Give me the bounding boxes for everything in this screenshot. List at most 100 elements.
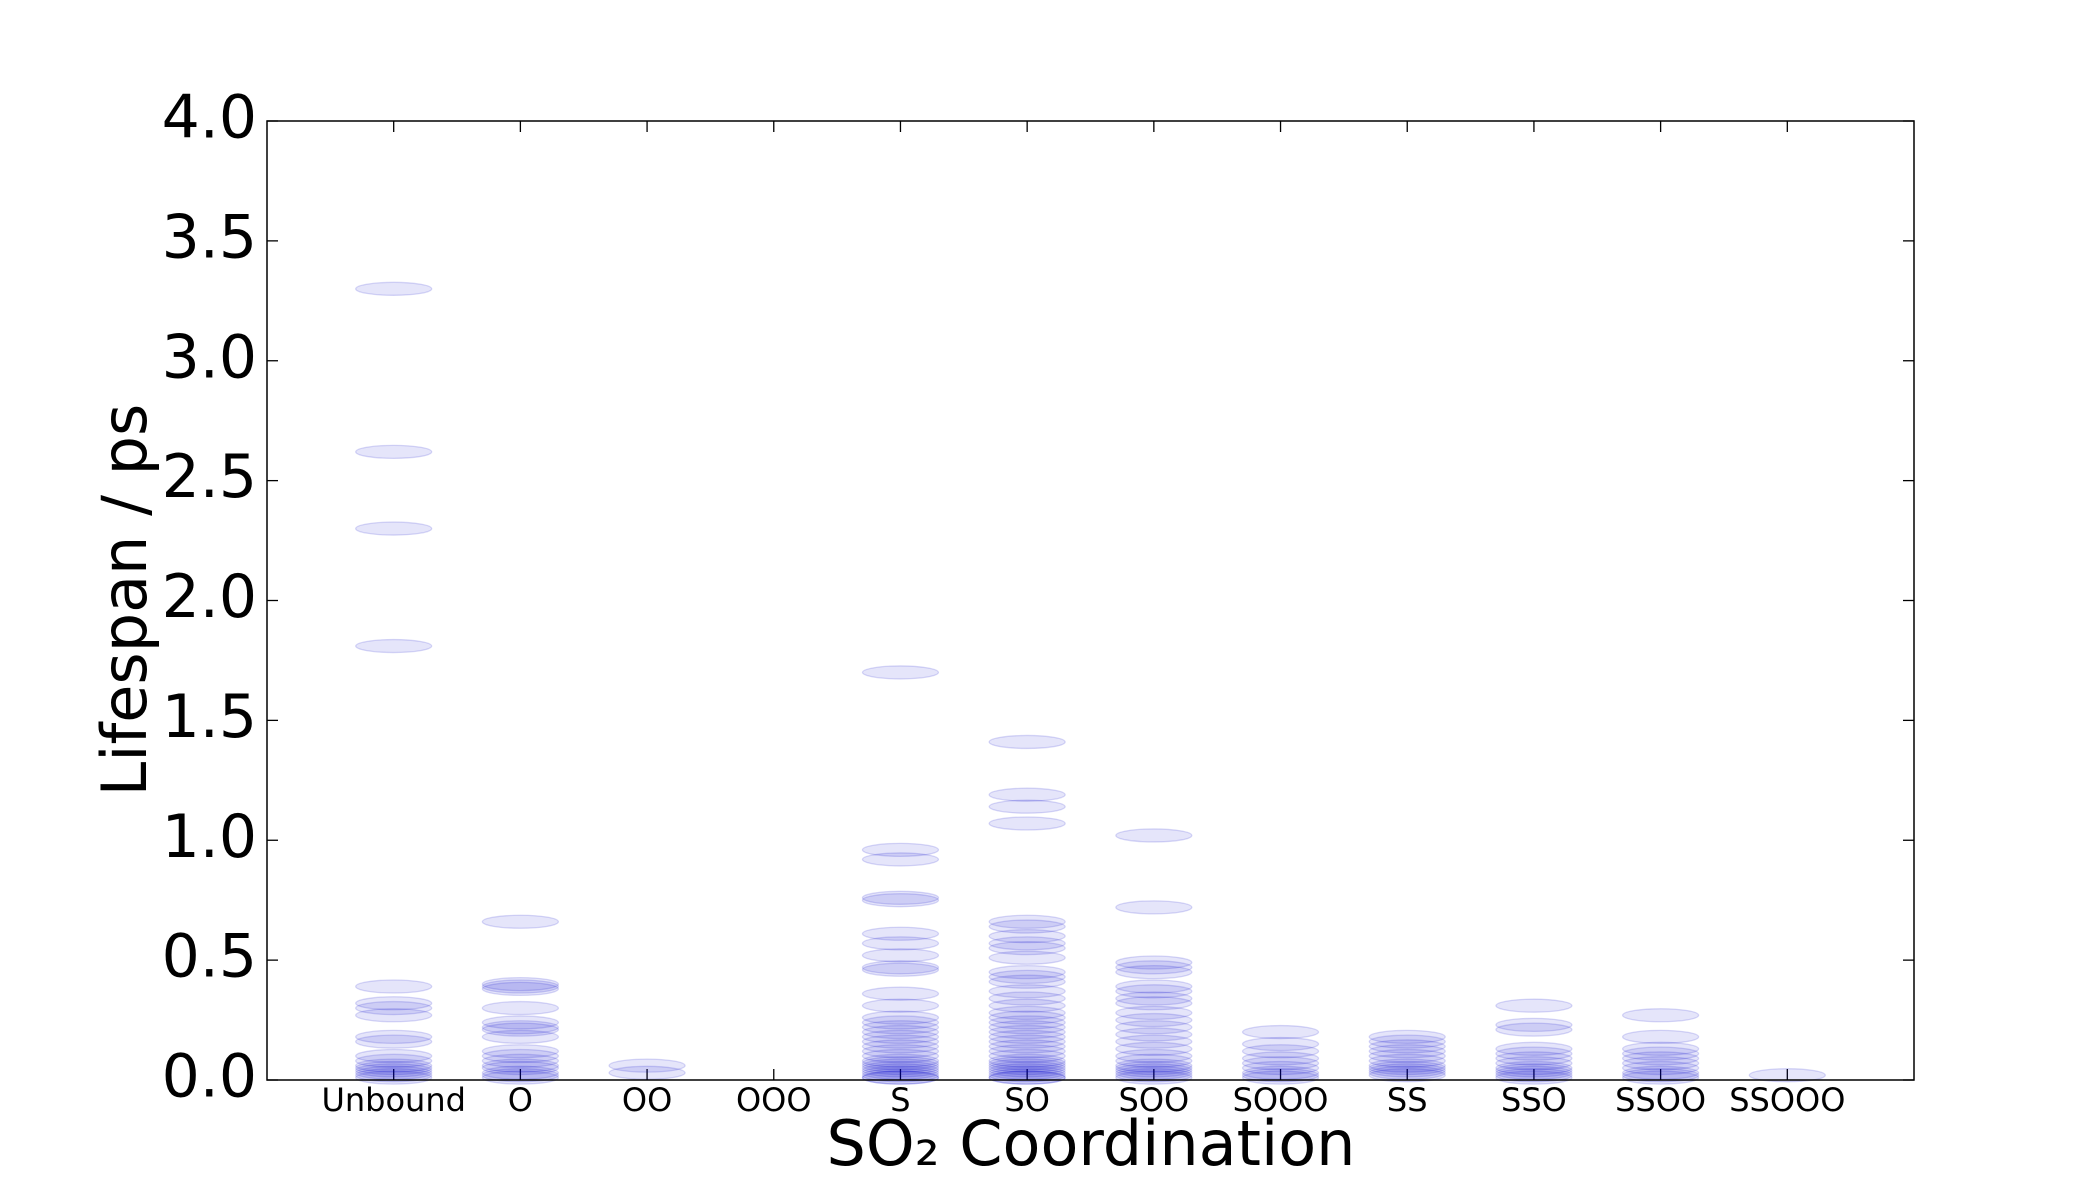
point: [861, 1070, 940, 1085]
point: [1241, 1036, 1320, 1052]
point: [355, 281, 433, 296]
point: [481, 1048, 560, 1064]
point: [481, 1060, 560, 1076]
point: [1495, 998, 1573, 1013]
point: [355, 1070, 433, 1085]
x-tick-label: Unbound: [321, 1081, 465, 1119]
point: [355, 1053, 433, 1068]
point: [861, 1058, 940, 1073]
point: [861, 1060, 940, 1076]
point: [1495, 1041, 1573, 1056]
point: [861, 1010, 940, 1025]
point: [1495, 1060, 1573, 1076]
point: [355, 1034, 433, 1049]
point: [1115, 900, 1193, 915]
point: [988, 984, 1066, 999]
point: [1621, 1051, 1700, 1066]
point: [481, 1044, 560, 1059]
point: [1368, 1060, 1446, 1076]
point: [988, 991, 1066, 1006]
y-tick-label: 2.5: [162, 442, 257, 512]
point: [355, 1060, 433, 1076]
y-tick-label: 0.0: [162, 1042, 257, 1112]
point: [355, 521, 433, 536]
point: [988, 1005, 1066, 1021]
point: [1115, 1041, 1193, 1056]
point: [988, 940, 1066, 956]
point: [1115, 1048, 1193, 1064]
point: [1368, 1063, 1446, 1078]
point: [988, 1034, 1066, 1049]
point: [861, 936, 940, 951]
point: [988, 914, 1066, 929]
point: [1368, 1034, 1446, 1049]
point: [355, 1048, 433, 1064]
point: [481, 981, 560, 997]
point: [861, 948, 940, 963]
point: [355, 1029, 433, 1044]
point: [1115, 1063, 1193, 1078]
x-tick-label: SO: [1004, 1081, 1050, 1119]
point: [1115, 955, 1193, 970]
point: [861, 852, 940, 867]
point: [355, 1068, 433, 1083]
y-axis-title: Lifespan / ps: [88, 404, 161, 797]
point: [1115, 828, 1193, 843]
point: [1368, 1029, 1446, 1044]
point: [861, 1034, 940, 1049]
point: [1115, 1060, 1193, 1076]
point: [861, 1053, 940, 1068]
point: [988, 1039, 1066, 1054]
point: [1241, 1068, 1320, 1083]
point: [988, 1056, 1066, 1071]
x-axis-title: SO₂ Coordination: [827, 1107, 1356, 1180]
x-tick-label: SSOO: [1615, 1081, 1706, 1119]
point: [1241, 1044, 1320, 1059]
point: [481, 1068, 560, 1083]
point: [355, 979, 433, 994]
point: [988, 929, 1066, 944]
point: [1115, 991, 1193, 1006]
y-tick-label: 1.5: [162, 682, 257, 752]
point: [1115, 1005, 1193, 1021]
x-tick-label: OO: [622, 1081, 672, 1119]
point: [861, 1029, 940, 1044]
point: [1495, 1022, 1573, 1037]
point: [988, 1070, 1066, 1085]
point: [1368, 1058, 1446, 1073]
point: [861, 1068, 940, 1083]
point: [355, 996, 433, 1011]
point: [1368, 1044, 1446, 1059]
point: [988, 1058, 1066, 1073]
point: [861, 893, 940, 908]
point: [1368, 1048, 1446, 1064]
point: [1115, 1070, 1193, 1085]
point: [861, 962, 940, 977]
point: [988, 816, 1066, 831]
point: [1368, 1053, 1446, 1068]
y-tick-label: 1.0: [162, 802, 257, 872]
x-tick-label: SOOO: [1233, 1081, 1329, 1119]
point: [988, 799, 1066, 814]
point: [1621, 1068, 1700, 1083]
point: [481, 1053, 560, 1068]
point: [861, 1039, 940, 1054]
point: [861, 890, 940, 905]
point: [1115, 1012, 1193, 1028]
point: [988, 1070, 1066, 1085]
point: [1368, 1068, 1446, 1083]
point: [1241, 1070, 1320, 1085]
point: [861, 986, 940, 1001]
x-tick-label: SS: [1387, 1081, 1428, 1119]
point: [861, 1070, 940, 1085]
point: [1621, 1046, 1700, 1061]
point: [355, 638, 433, 654]
point: [1621, 1056, 1700, 1071]
point: [988, 919, 1066, 934]
point: [988, 1053, 1066, 1068]
point: [481, 976, 560, 992]
y-tick-label: 0.5: [162, 922, 257, 992]
point: [988, 1044, 1066, 1059]
point: [1495, 1063, 1573, 1078]
